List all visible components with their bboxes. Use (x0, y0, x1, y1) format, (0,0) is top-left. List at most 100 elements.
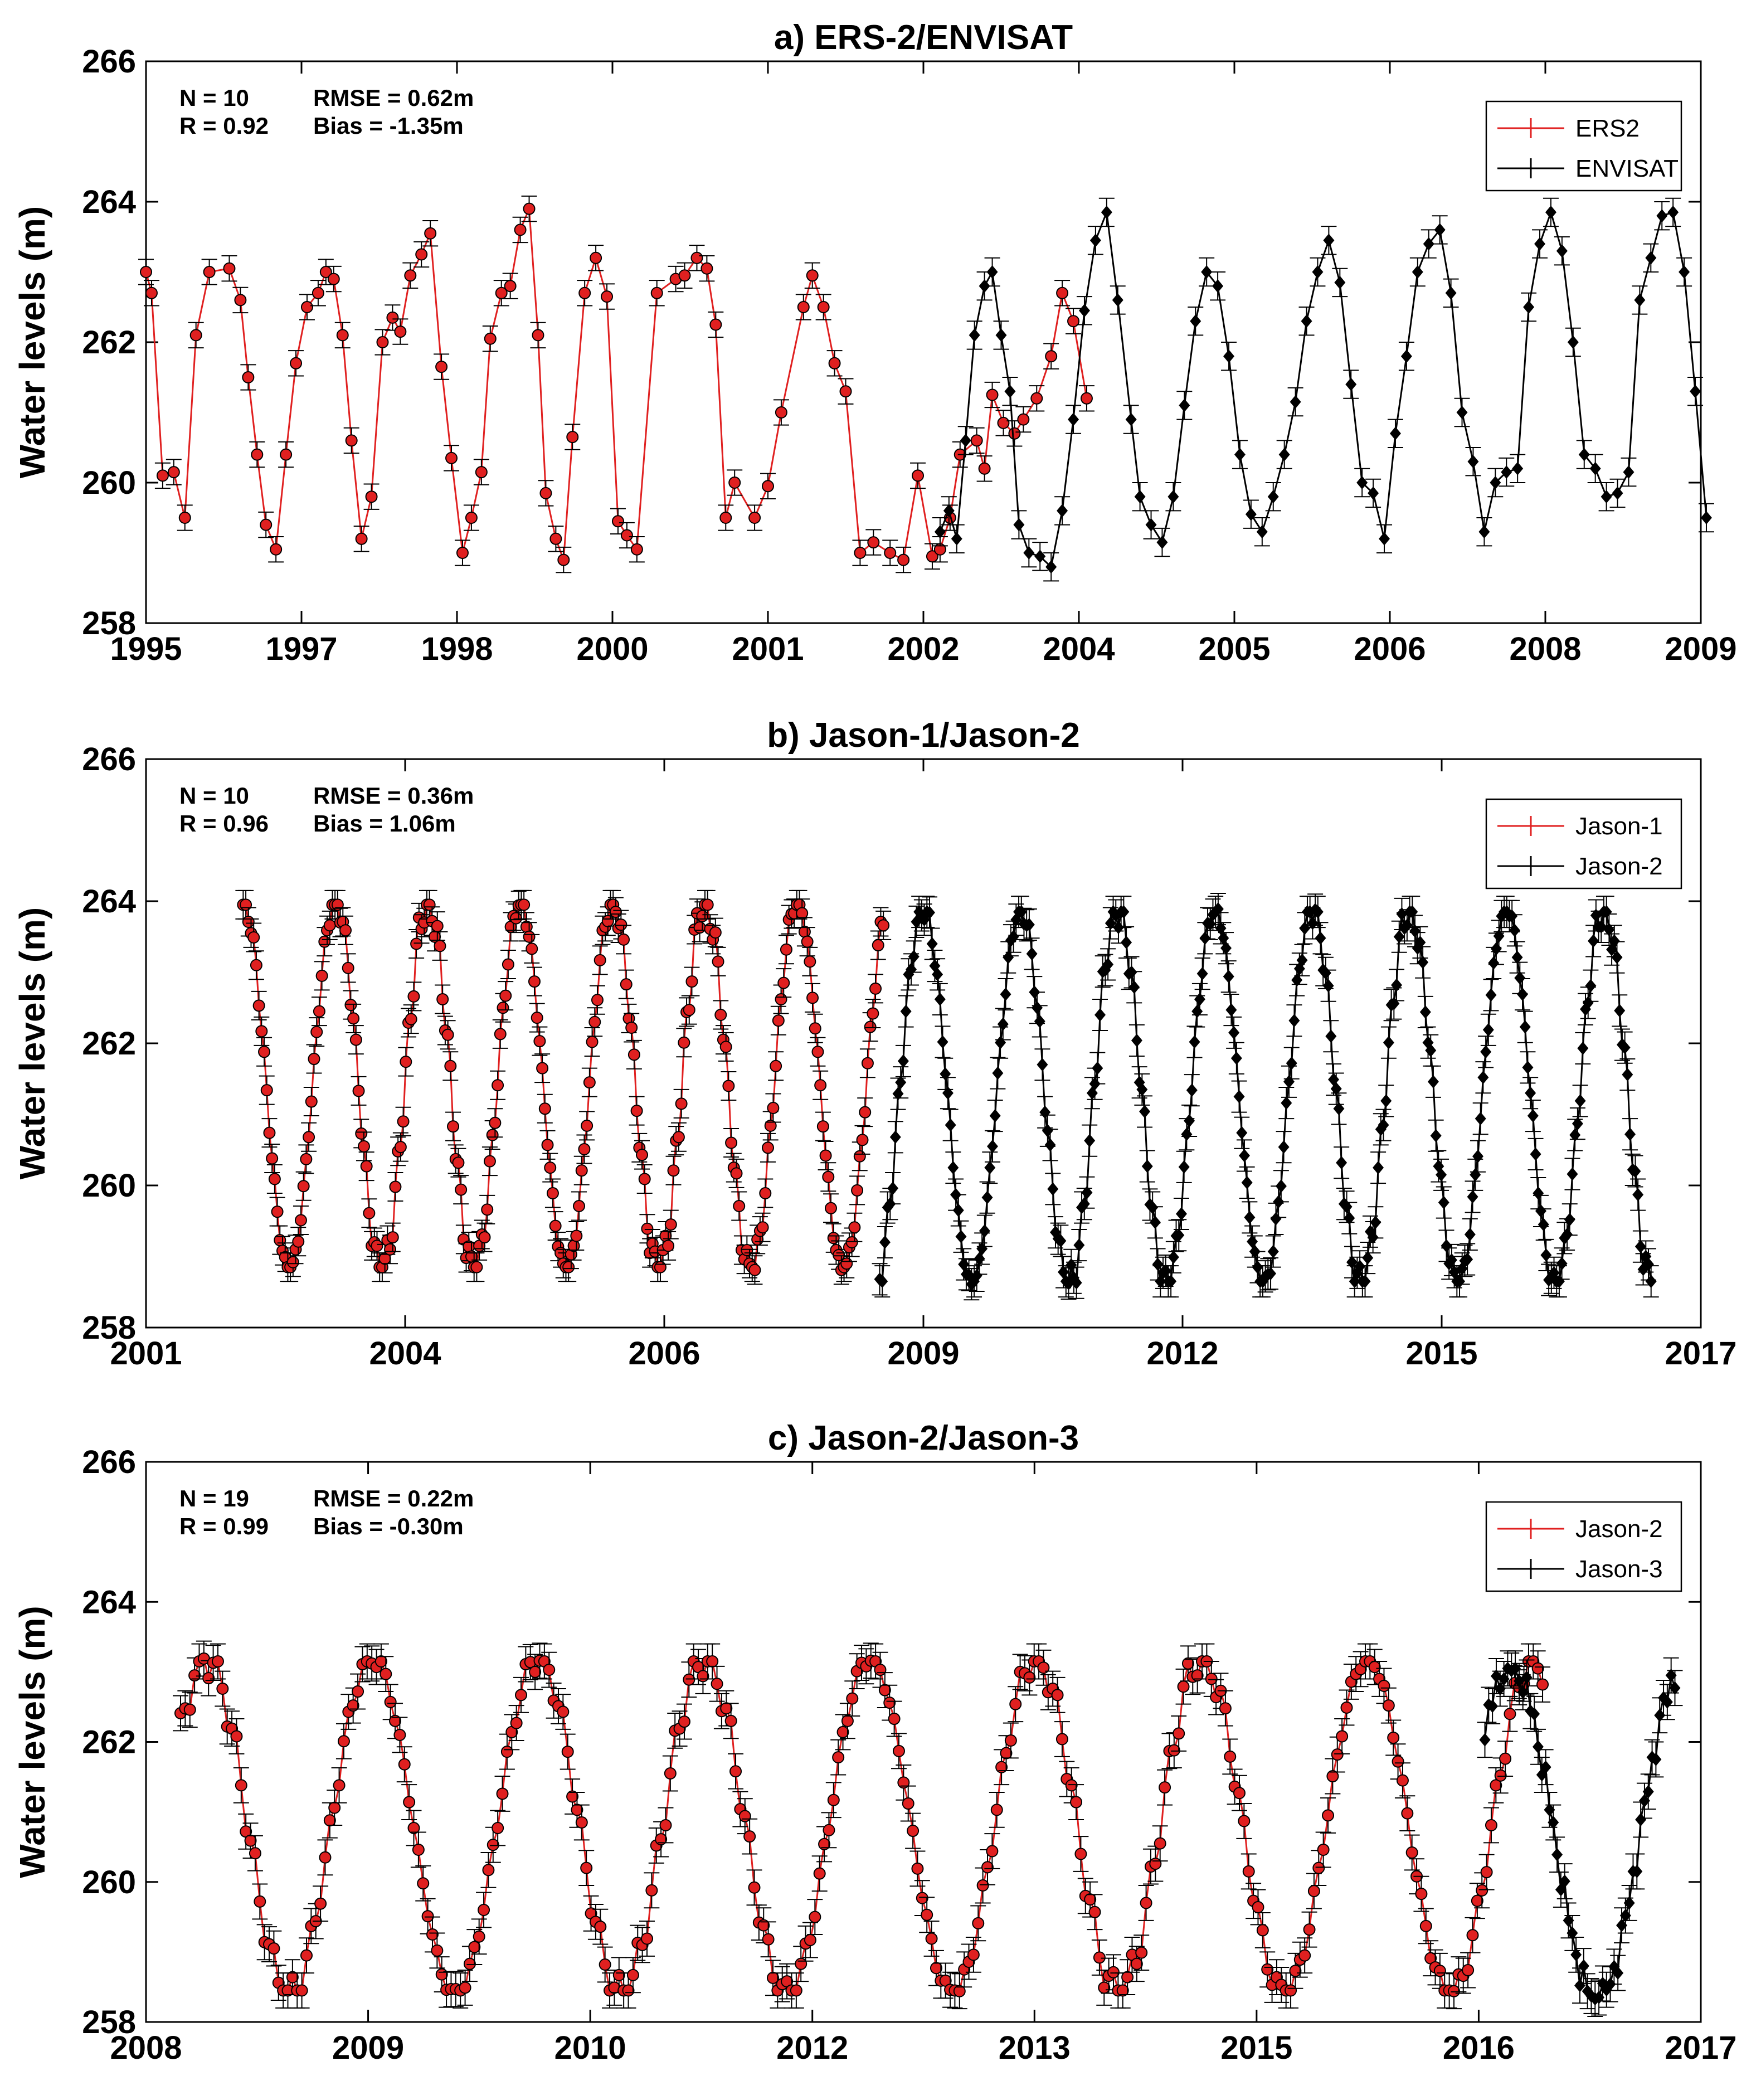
point-marker (1131, 1033, 1142, 1047)
point-marker (620, 978, 633, 991)
point-marker (814, 1079, 827, 1092)
point-marker (590, 251, 602, 264)
point-marker (230, 1730, 243, 1743)
data-point (670, 1122, 687, 1152)
data-point (1091, 1939, 1107, 1976)
data-point (723, 1703, 739, 1739)
point-marker (234, 294, 247, 307)
point-marker (1501, 465, 1512, 479)
point-marker (403, 1796, 416, 1809)
point-marker (846, 1692, 859, 1705)
point-marker (748, 512, 761, 524)
data-point (1232, 440, 1248, 469)
point-marker (986, 265, 998, 279)
point-marker (895, 1076, 907, 1090)
point-marker (897, 553, 910, 566)
point-marker (145, 286, 158, 299)
point-marker (797, 301, 810, 313)
point-marker (1286, 1056, 1297, 1070)
point-marker (1080, 392, 1093, 405)
point-marker (1482, 1023, 1494, 1037)
point-marker (484, 332, 497, 345)
data-point (1163, 1265, 1179, 1298)
point-marker (879, 1236, 891, 1249)
point-marker (937, 1035, 948, 1049)
point-marker (313, 1005, 325, 1018)
data-point (757, 1178, 774, 1208)
data-point (875, 910, 892, 940)
data-point (649, 280, 665, 307)
point-marker (951, 532, 962, 546)
data-point (450, 1148, 466, 1178)
data-point (663, 1209, 679, 1239)
point-marker (270, 543, 283, 556)
point-marker (912, 469, 925, 482)
data-point (1331, 1092, 1347, 1125)
point-marker (1475, 1112, 1486, 1126)
point-marker (1623, 465, 1634, 479)
point-marker (523, 930, 536, 943)
point-marker (711, 1678, 723, 1690)
point-marker (867, 1007, 879, 1020)
point-marker (294, 1214, 307, 1227)
data-point (1517, 1010, 1533, 1043)
point-marker (683, 1004, 695, 1017)
data-point (599, 283, 615, 310)
point-marker (483, 1155, 496, 1168)
point-marker (934, 992, 946, 1006)
data-point (309, 1017, 325, 1047)
stat-rmse: RMSE = 0.22m (313, 1485, 474, 1511)
data-point (804, 262, 820, 289)
data-point (1098, 197, 1115, 227)
point-marker (500, 1746, 513, 1758)
data-point (1154, 527, 1170, 557)
data-point (310, 280, 326, 307)
point-marker (314, 1897, 327, 1910)
point-marker (809, 1911, 821, 1923)
point-marker (1051, 1689, 1064, 1702)
data-point (442, 1051, 459, 1081)
point-marker (889, 1130, 901, 1144)
point-marker (1034, 1014, 1045, 1028)
point-marker (254, 1895, 266, 1908)
point-marker (756, 1221, 769, 1234)
point-marker (1401, 1807, 1414, 1820)
point-marker (806, 269, 819, 282)
point-marker (1201, 265, 1213, 279)
point-marker (1522, 1061, 1534, 1075)
point-marker (1047, 1182, 1059, 1196)
data-point (534, 1053, 551, 1083)
data-point (1569, 1107, 1585, 1140)
data-point (644, 1872, 660, 1909)
data-point (502, 273, 518, 299)
data-point (723, 1128, 740, 1158)
point-marker (1186, 1083, 1198, 1097)
data-point (984, 1833, 1000, 1869)
data-point (266, 1164, 283, 1194)
data-point (301, 1122, 317, 1152)
point-marker (424, 227, 437, 240)
data-point (987, 1100, 1003, 1132)
point-marker (995, 328, 1007, 342)
point-marker (541, 1139, 554, 1151)
point-marker (1326, 1770, 1339, 1783)
data-point (1554, 236, 1570, 266)
point-marker (258, 1046, 271, 1058)
data-point (1066, 405, 1082, 434)
stat-r: R = 0.96 (179, 810, 269, 837)
point-marker (1400, 349, 1412, 363)
data-point (721, 1071, 737, 1101)
point-marker (989, 1109, 1001, 1123)
data-point (490, 1070, 506, 1100)
point-marker (1527, 1109, 1539, 1123)
point-marker (211, 1655, 224, 1668)
point-marker (571, 1804, 583, 1816)
point-marker (502, 958, 514, 971)
point-marker (1256, 1924, 1269, 1937)
point-marker (839, 385, 852, 398)
point-marker (921, 1908, 933, 1921)
point-marker (892, 1744, 905, 1757)
series-envisat (932, 197, 1714, 582)
point-marker (970, 434, 983, 447)
point-marker (303, 1131, 315, 1144)
